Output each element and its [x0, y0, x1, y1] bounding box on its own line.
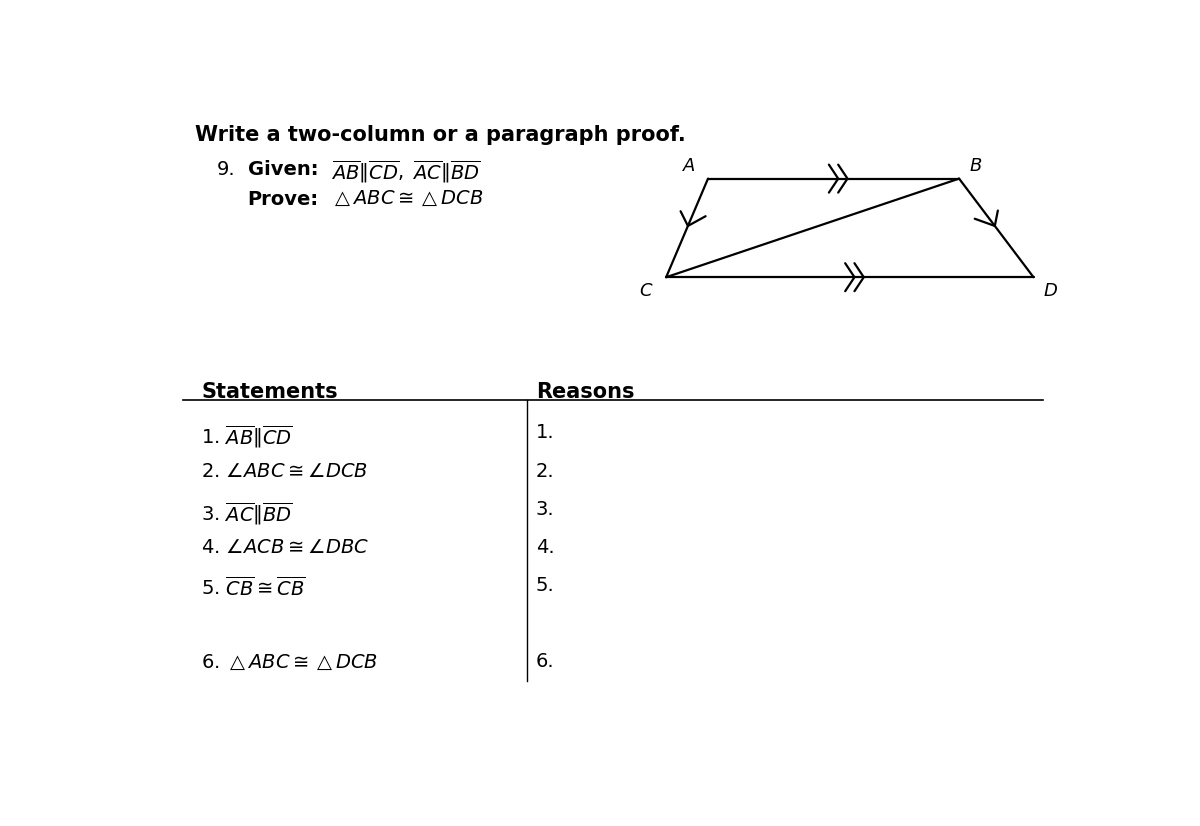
Text: Prove:: Prove: — [247, 190, 319, 209]
Text: 9.: 9. — [217, 159, 235, 178]
Text: Write a two-column or a paragraph proof.: Write a two-column or a paragraph proof. — [194, 125, 685, 145]
Text: 4. $\angle ACB \cong \angle DBC$: 4. $\angle ACB \cong \angle DBC$ — [202, 538, 370, 557]
Text: $\overline{AB} \| \overline{CD},\ \overline{AC} \| \overline{BD}$: $\overline{AB} \| \overline{CD},\ \overl… — [331, 159, 481, 185]
Text: A: A — [683, 157, 696, 175]
Text: 5. $\overline{CB} \cong \overline{CB}$: 5. $\overline{CB} \cong \overline{CB}$ — [202, 577, 306, 600]
Text: 2.: 2. — [536, 462, 554, 481]
Text: D: D — [1043, 282, 1057, 300]
Text: 1. $\overline{AB} \| \overline{CD}$: 1. $\overline{AB} \| \overline{CD}$ — [202, 424, 293, 450]
Text: 1.: 1. — [536, 424, 554, 443]
Text: 2. $\angle ABC \cong \angle DCB$: 2. $\angle ABC \cong \angle DCB$ — [202, 462, 368, 481]
Text: Reasons: Reasons — [536, 382, 635, 402]
Text: $\triangle ABC \cong \triangle DCB$: $\triangle ABC \cong \triangle DCB$ — [331, 189, 484, 208]
Text: 6.: 6. — [536, 653, 554, 672]
Text: 3.: 3. — [536, 500, 554, 519]
Text: B: B — [970, 157, 982, 175]
Text: 6. $\triangle ABC \cong \triangle DCB$: 6. $\triangle ABC \cong \triangle DCB$ — [202, 653, 378, 672]
Text: Given:: Given: — [247, 159, 318, 178]
Text: 5.: 5. — [536, 577, 554, 596]
Text: Statements: Statements — [202, 382, 337, 402]
Text: 4.: 4. — [536, 538, 554, 557]
Text: 3. $\overline{AC} \| \overline{BD}$: 3. $\overline{AC} \| \overline{BD}$ — [202, 500, 293, 527]
Text: C: C — [640, 282, 652, 300]
